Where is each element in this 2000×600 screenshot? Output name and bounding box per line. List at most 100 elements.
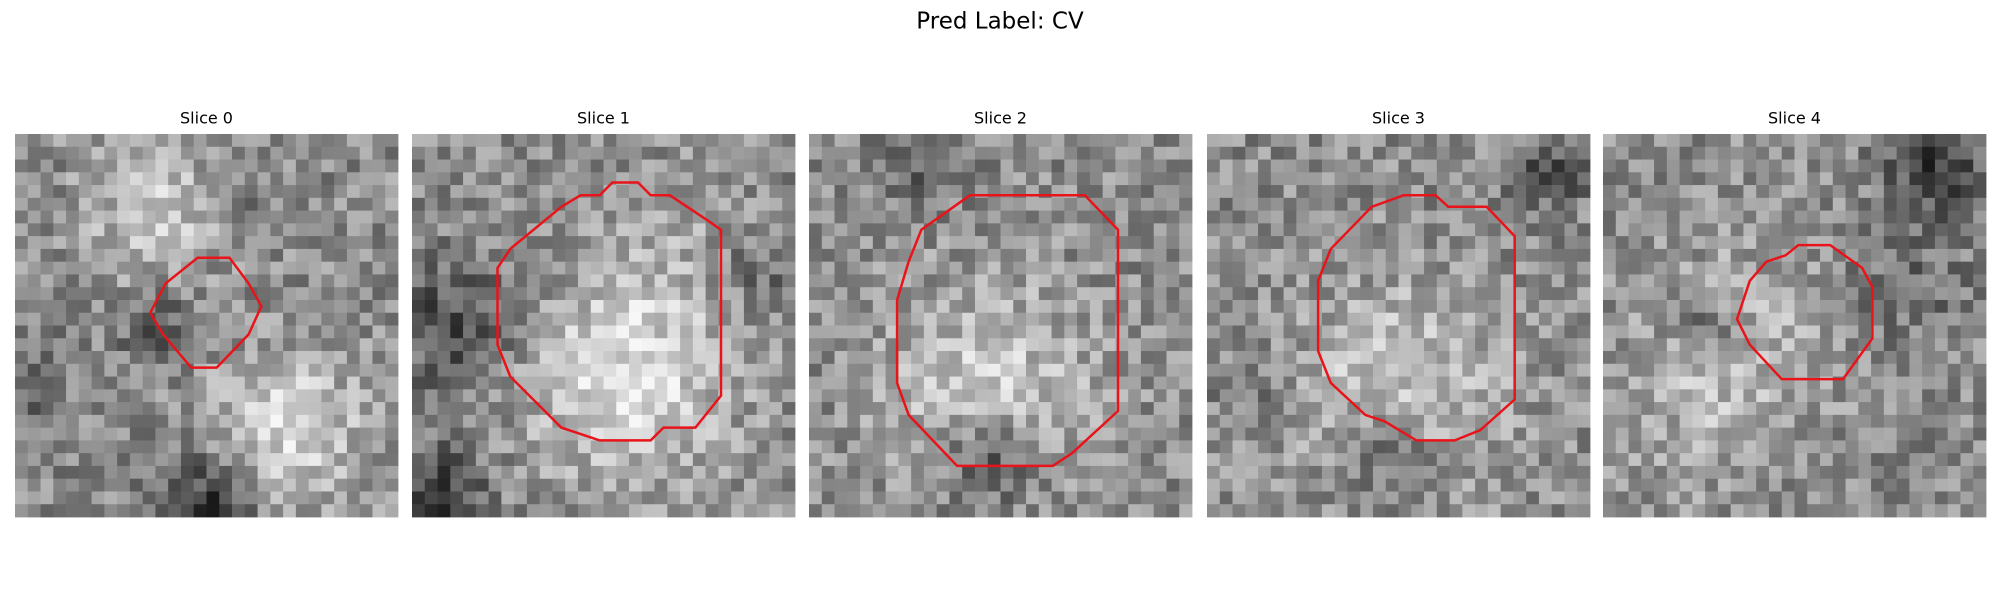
pixel [1615,172,1629,186]
pixel [155,338,169,352]
pixel [295,504,310,518]
pixel [359,159,373,173]
pixel [1258,287,1272,301]
pixel [1372,261,1387,275]
pixel [898,223,912,237]
pixel [962,248,976,263]
pixel [1462,414,1476,429]
pixel [705,134,719,148]
pixel [1347,261,1361,275]
pixel [488,478,502,492]
pixel [923,299,938,314]
pixel [180,363,195,377]
pixel [1564,185,1578,199]
pixel [616,248,630,263]
pixel [359,274,373,288]
pixel [514,261,528,275]
pixel [1526,376,1540,390]
pixel [718,159,732,173]
pixel [1538,223,1553,237]
pixel [629,159,643,173]
pixel [1000,287,1014,301]
pixel [1166,427,1180,441]
pixel [308,427,322,441]
pixel [1487,389,1502,403]
pixel [756,402,770,416]
pixel [1896,223,1910,237]
pixel [40,504,54,518]
pixel [1628,287,1642,301]
pixel [1934,351,1949,365]
pixel [91,376,105,390]
pixel [283,197,297,211]
pixel [1603,261,1617,275]
pixel [104,248,118,263]
pixel [1207,134,1221,148]
pixel [1077,427,1091,441]
pixel [1140,325,1155,339]
pixel [1258,402,1272,416]
pixel [1871,185,1885,199]
pixel [308,325,322,339]
pixel [680,376,694,390]
pixel [1077,338,1091,352]
pixel [1064,210,1078,224]
pixel [1207,299,1221,314]
pixel [53,440,67,454]
pixel [1115,210,1129,224]
pixel [129,236,144,250]
pixel [603,185,617,199]
pixel [1500,491,1514,505]
pixel [756,223,770,237]
pixel [936,312,950,326]
pixel [1883,351,1898,365]
pixel [641,465,655,480]
pixel [1832,414,1846,429]
pixel [1947,402,1961,416]
pixel [1000,453,1014,467]
pixel [385,159,399,173]
pixel [692,287,707,301]
pixel [769,223,783,237]
pixel [743,172,758,186]
pixel [1896,134,1910,148]
pixel [1000,159,1014,173]
pixel [1500,504,1514,518]
pixel [1232,172,1246,186]
pixel [1960,376,1974,390]
pixel [1743,491,1757,505]
pixel [1232,325,1246,339]
pixel [641,274,655,288]
pixel [731,478,745,492]
pixel [1883,376,1898,390]
pixel [1309,185,1323,199]
pixel [769,504,783,518]
pixel [782,223,796,237]
pixel [1102,134,1116,148]
pixel [270,197,284,211]
pixel [1679,440,1693,454]
pixel [321,312,335,326]
pixel [488,453,502,467]
pixel [1207,274,1221,288]
pixel [1424,491,1438,505]
pixel [385,351,399,365]
pixel [155,210,169,224]
pixel [898,338,912,352]
pixel [1296,453,1310,467]
pixel [1372,325,1387,339]
pixel [731,210,745,224]
pixel [1705,351,1719,365]
pixel [1909,172,1923,186]
pixel [743,197,758,211]
pixel [847,274,861,288]
pixel [1038,223,1052,237]
pixel [974,478,989,492]
pixel [53,414,67,429]
pixel [475,134,489,148]
pixel [603,414,617,429]
pixel [1628,236,1642,250]
pixel [40,453,54,467]
pixel [1089,402,1104,416]
pixel [232,248,246,263]
